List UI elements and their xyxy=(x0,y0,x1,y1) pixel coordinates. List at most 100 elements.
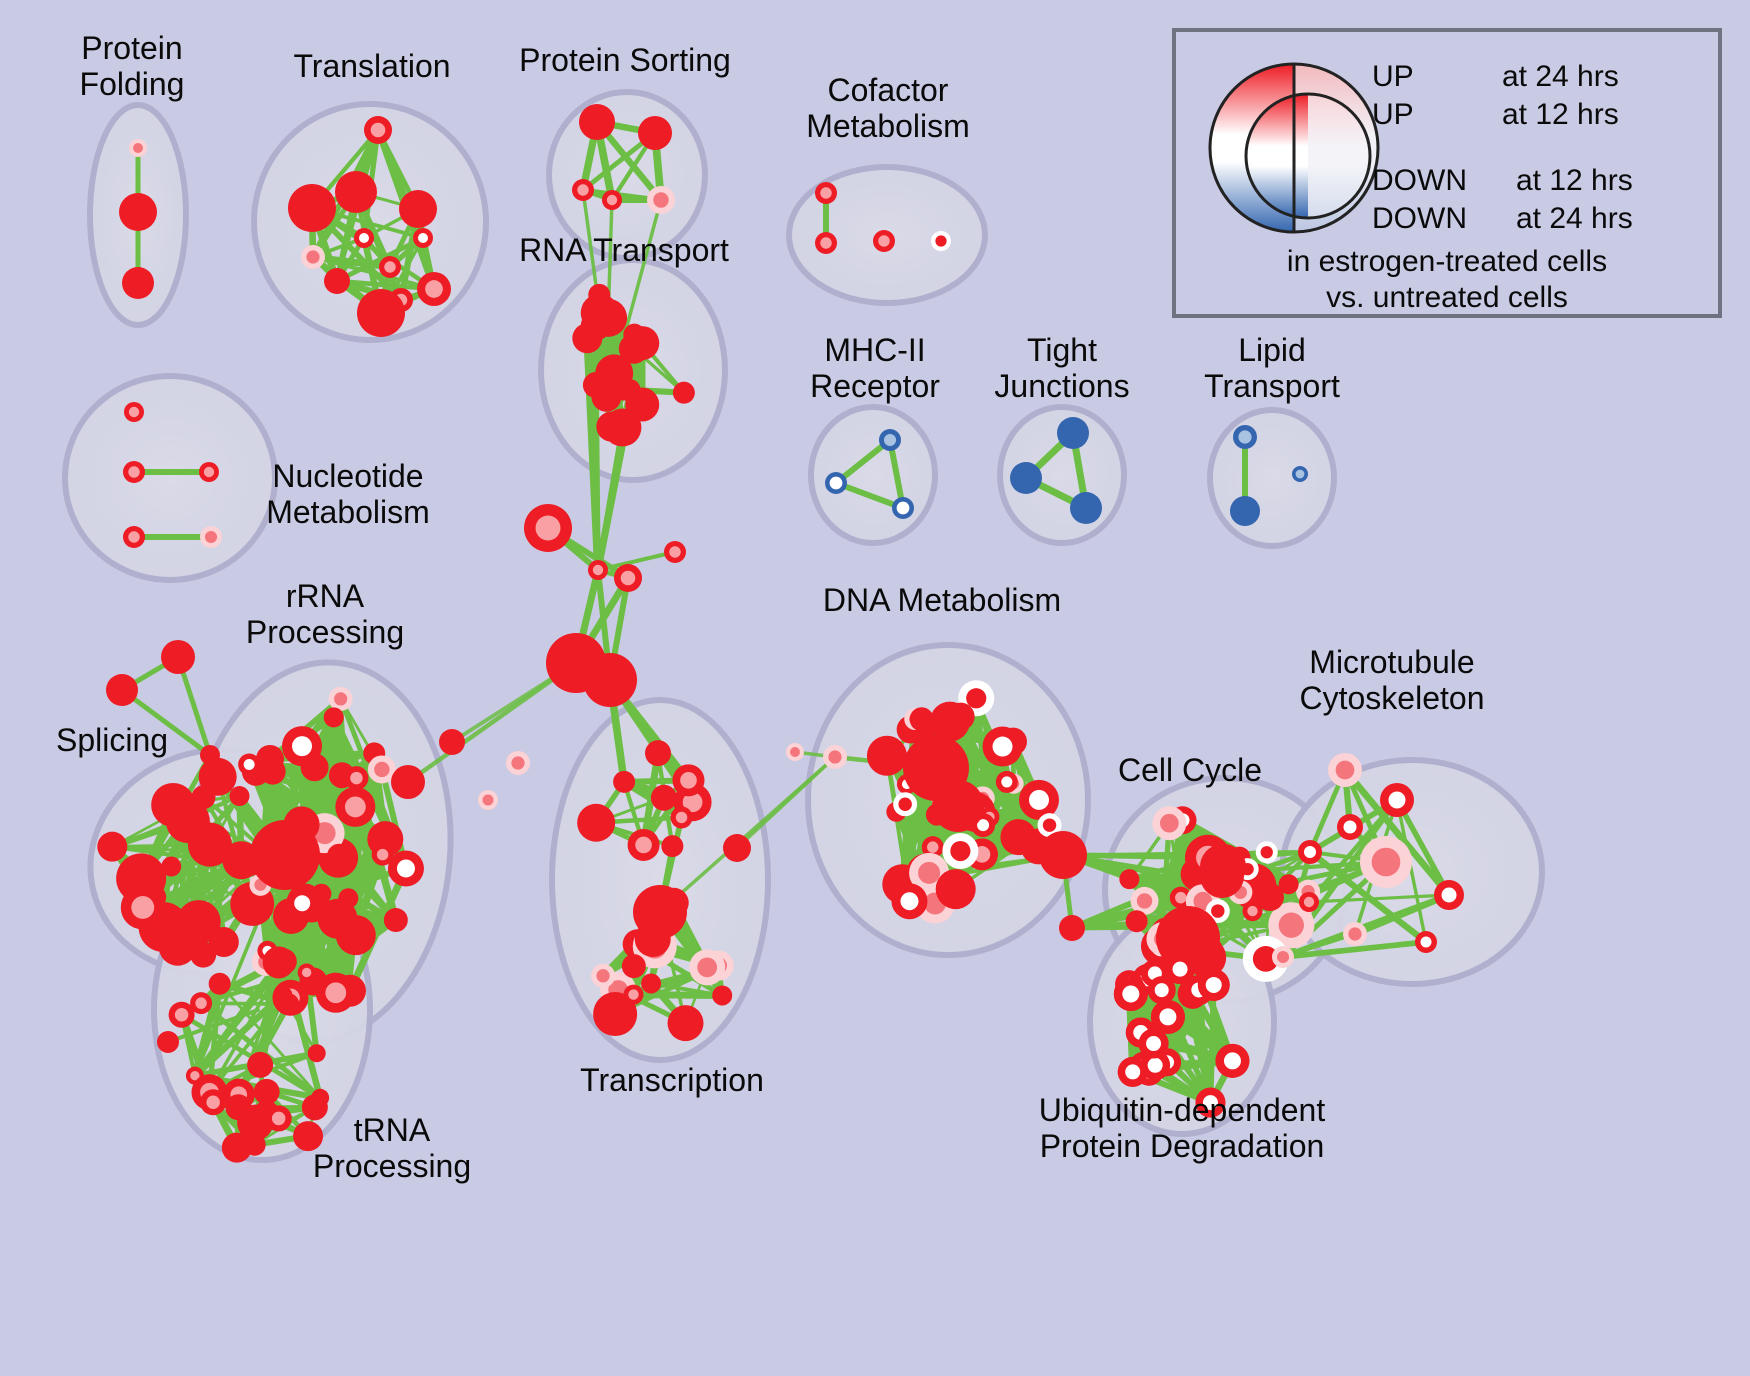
network-node[interactable] xyxy=(1380,783,1414,817)
network-node[interactable] xyxy=(1125,910,1148,933)
network-node[interactable] xyxy=(1130,886,1159,915)
network-node[interactable] xyxy=(335,171,377,213)
network-node[interactable] xyxy=(478,790,498,810)
network-node[interactable] xyxy=(689,949,726,986)
network-node[interactable] xyxy=(208,972,231,995)
network-node[interactable] xyxy=(200,526,222,548)
network-node[interactable] xyxy=(225,1094,252,1121)
network-node[interactable] xyxy=(879,429,901,451)
network-node[interactable] xyxy=(1018,779,1059,820)
network-node[interactable] xyxy=(238,753,261,776)
network-node[interactable] xyxy=(200,1089,227,1116)
network-node[interactable] xyxy=(371,843,394,866)
network-node[interactable] xyxy=(229,786,250,807)
network-node[interactable] xyxy=(124,402,144,422)
network-node[interactable] xyxy=(506,751,530,775)
network-node[interactable] xyxy=(1147,976,1176,1005)
network-node[interactable] xyxy=(247,1051,274,1078)
network-node[interactable] xyxy=(661,835,684,858)
network-node[interactable] xyxy=(664,541,686,563)
network-node[interactable] xyxy=(1150,999,1185,1034)
network-node[interactable] xyxy=(297,963,316,982)
network-node[interactable] xyxy=(327,843,352,868)
network-node[interactable] xyxy=(255,744,284,773)
network-node[interactable] xyxy=(301,245,325,269)
network-node[interactable] xyxy=(367,755,396,784)
network-node[interactable] xyxy=(815,232,837,254)
network-node[interactable] xyxy=(379,256,401,278)
network-node[interactable] xyxy=(335,915,376,956)
network-node[interactable] xyxy=(866,735,907,776)
network-node[interactable] xyxy=(625,326,660,361)
network-node[interactable] xyxy=(995,770,1018,793)
network-node[interactable] xyxy=(158,927,197,966)
network-node[interactable] xyxy=(123,461,145,483)
network-node[interactable] xyxy=(633,885,687,939)
network-node[interactable] xyxy=(301,1094,328,1121)
network-node[interactable] xyxy=(323,707,344,728)
network-node[interactable] xyxy=(572,179,594,201)
network-node[interactable] xyxy=(982,726,1023,767)
network-node[interactable] xyxy=(288,184,336,232)
network-node[interactable] xyxy=(946,702,975,731)
network-node[interactable] xyxy=(1233,425,1257,449)
network-node[interactable] xyxy=(1255,841,1278,864)
network-node[interactable] xyxy=(120,885,165,930)
network-node[interactable] xyxy=(344,766,369,791)
network-node[interactable] xyxy=(1000,819,1037,856)
network-node[interactable] xyxy=(324,268,350,294)
network-node[interactable] xyxy=(250,820,320,890)
network-node[interactable] xyxy=(1268,902,1315,949)
network-node[interactable] xyxy=(1434,880,1464,910)
network-node[interactable] xyxy=(1156,906,1220,970)
network-node[interactable] xyxy=(873,230,895,252)
network-node[interactable] xyxy=(1195,1087,1226,1118)
network-node[interactable] xyxy=(161,856,182,877)
network-node[interactable] xyxy=(387,850,424,887)
network-node[interactable] xyxy=(1272,946,1294,968)
network-node[interactable] xyxy=(391,765,425,799)
network-node[interactable] xyxy=(265,1105,292,1132)
network-node[interactable] xyxy=(672,764,705,797)
network-node[interactable] xyxy=(1298,840,1322,864)
network-node[interactable] xyxy=(591,963,616,988)
network-node[interactable] xyxy=(627,828,660,861)
network-node[interactable] xyxy=(253,1078,280,1105)
network-node[interactable] xyxy=(1230,496,1260,526)
network-node[interactable] xyxy=(1292,466,1308,482)
network-node[interactable] xyxy=(524,504,572,552)
network-node[interactable] xyxy=(602,190,622,210)
network-node[interactable] xyxy=(670,806,693,829)
network-node[interactable] xyxy=(293,1121,324,1152)
network-node[interactable] xyxy=(723,834,751,862)
network-node[interactable] xyxy=(645,740,672,767)
network-node[interactable] xyxy=(1140,1050,1171,1081)
network-node[interactable] xyxy=(357,289,405,337)
network-node[interactable] xyxy=(623,984,644,1005)
network-node[interactable] xyxy=(823,745,847,769)
network-node[interactable] xyxy=(270,948,297,975)
network-node[interactable] xyxy=(190,992,213,1015)
network-node[interactable] xyxy=(328,686,353,711)
network-node[interactable] xyxy=(1037,813,1062,838)
network-node[interactable] xyxy=(921,836,944,859)
network-node[interactable] xyxy=(1200,854,1244,898)
network-node[interactable] xyxy=(1328,753,1362,787)
network-node[interactable] xyxy=(417,272,451,306)
network-node[interactable] xyxy=(199,462,219,482)
network-node[interactable] xyxy=(1255,883,1284,912)
network-node[interactable] xyxy=(672,381,695,404)
network-node[interactable] xyxy=(621,954,646,979)
network-node[interactable] xyxy=(1278,874,1299,895)
network-node[interactable] xyxy=(650,784,677,811)
network-node[interactable] xyxy=(439,729,465,755)
network-node[interactable] xyxy=(1242,935,1289,982)
network-node[interactable] xyxy=(825,472,847,494)
network-node[interactable] xyxy=(583,653,637,707)
network-node[interactable] xyxy=(286,887,319,920)
network-node[interactable] xyxy=(613,378,636,401)
network-node[interactable] xyxy=(893,792,918,817)
network-node[interactable] xyxy=(572,323,603,354)
network-node[interactable] xyxy=(307,1044,326,1063)
network-node[interactable] xyxy=(123,526,145,548)
